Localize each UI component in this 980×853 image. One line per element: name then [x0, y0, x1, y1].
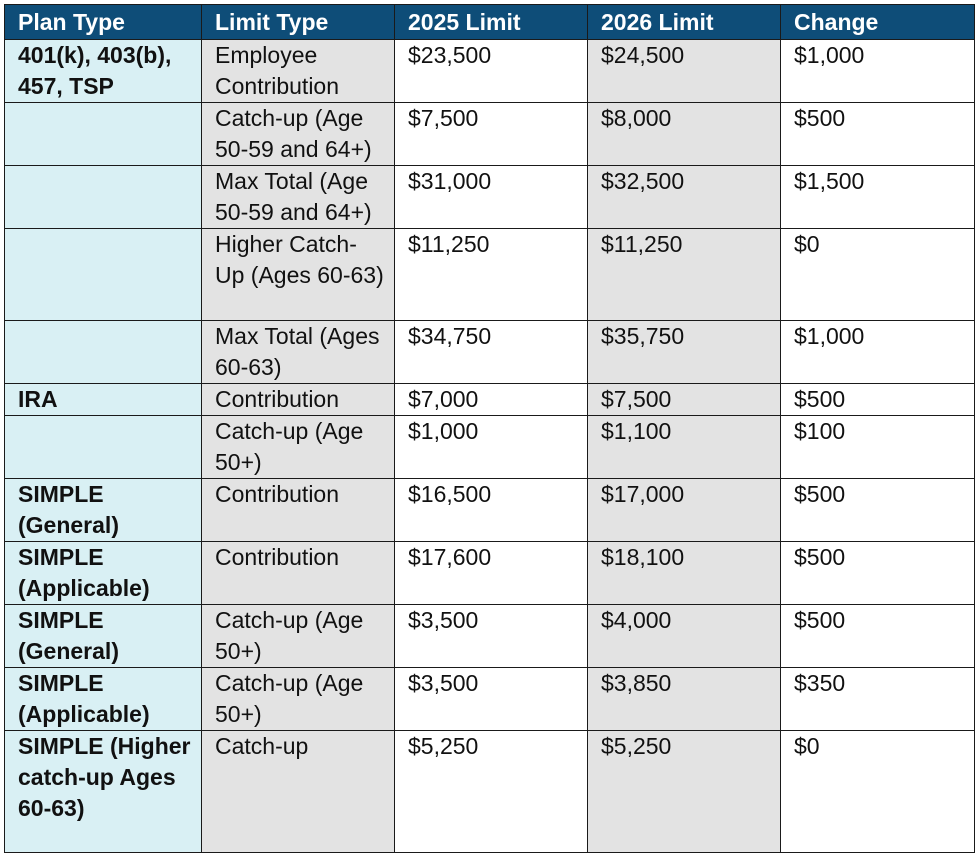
header-plan-type: Plan Type [4, 4, 202, 40]
change-cell: $500 [780, 541, 975, 605]
header-row: Plan Type Limit Type 2025 Limit 2026 Lim… [4, 4, 975, 40]
limit-2026-cell: $5,250 [587, 730, 781, 853]
limit-2026-cell: $11,250 [587, 228, 781, 321]
limit-2026-cell: $3,850 [587, 667, 781, 731]
plan-type-cell: SIMPLE (Higher catch-up Ages 60-63) [4, 730, 202, 853]
limit-type-cell: Catch-up [201, 730, 395, 853]
plan-type-cell: 401(k), 403(b), 457, TSP [4, 39, 202, 103]
limit-type-cell: Employee Contribution [201, 39, 395, 103]
limit-type-cell: Catch-up (Age 50+) [201, 604, 395, 668]
limit-2025-cell: $31,000 [394, 165, 588, 229]
change-cell: $500 [780, 478, 975, 542]
table-row: SIMPLE (Applicable) Contribution $17,600… [4, 541, 975, 605]
plan-type-cell: IRA [4, 383, 202, 416]
contribution-limits-table: Plan Type Limit Type 2025 Limit 2026 Lim… [4, 4, 975, 853]
plan-type-cell: SIMPLE (General) [4, 604, 202, 668]
table-row: SIMPLE (General) Catch-up (Age 50+) $3,5… [4, 604, 975, 668]
plan-type-cell: SIMPLE (Applicable) [4, 667, 202, 731]
change-cell: $0 [780, 228, 975, 321]
limit-type-cell: Max Total (Age 50-59 and 64+) [201, 165, 395, 229]
plan-type-cell [4, 102, 202, 166]
change-cell: $1,500 [780, 165, 975, 229]
limit-2025-cell: $3,500 [394, 667, 588, 731]
limit-2025-cell: $5,250 [394, 730, 588, 853]
limit-2026-cell: $32,500 [587, 165, 781, 229]
limit-2025-cell: $1,000 [394, 415, 588, 479]
plan-type-cell [4, 415, 202, 479]
plan-type-cell [4, 165, 202, 229]
limit-2026-cell: $1,100 [587, 415, 781, 479]
limit-2025-cell: $3,500 [394, 604, 588, 668]
limit-type-cell: Higher Catch-Up (Ages 60-63) [201, 228, 395, 321]
limit-type-cell: Max Total (Ages 60-63) [201, 320, 395, 384]
limit-2025-cell: $23,500 [394, 39, 588, 103]
plan-type-cell [4, 228, 202, 321]
limit-type-cell: Contribution [201, 541, 395, 605]
table-row: SIMPLE (Higher catch-up Ages 60-63) Catc… [4, 730, 975, 853]
header-limit-type: Limit Type [201, 4, 395, 40]
limit-2025-cell: $7,500 [394, 102, 588, 166]
change-cell: $500 [780, 383, 975, 416]
limit-2026-cell: $4,000 [587, 604, 781, 668]
limit-type-cell: Contribution [201, 383, 395, 416]
table-row: Catch-up (Age 50+) $1,000 $1,100 $100 [4, 415, 975, 479]
change-cell: $350 [780, 667, 975, 731]
change-cell: $1,000 [780, 320, 975, 384]
change-cell: $1,000 [780, 39, 975, 103]
limit-2026-cell: $35,750 [587, 320, 781, 384]
limit-2025-cell: $11,250 [394, 228, 588, 321]
header-2025-limit: 2025 Limit [394, 4, 588, 40]
table-row: 401(k), 403(b), 457, TSP Employee Contri… [4, 39, 975, 103]
table-row: IRA Contribution $7,000 $7,500 $500 [4, 383, 975, 416]
header-2026-limit: 2026 Limit [587, 4, 781, 40]
limit-2026-cell: $24,500 [587, 39, 781, 103]
table-row: Max Total (Ages 60-63) $34,750 $35,750 $… [4, 320, 975, 384]
change-cell: $500 [780, 604, 975, 668]
table-row: Max Total (Age 50-59 and 64+) $31,000 $3… [4, 165, 975, 229]
table-row: Higher Catch-Up (Ages 60-63) $11,250 $11… [4, 228, 975, 321]
change-cell: $500 [780, 102, 975, 166]
limit-2025-cell: $34,750 [394, 320, 588, 384]
plan-type-cell: SIMPLE (General) [4, 478, 202, 542]
plan-type-cell: SIMPLE (Applicable) [4, 541, 202, 605]
change-cell: $0 [780, 730, 975, 853]
table-row: SIMPLE (General) Contribution $16,500 $1… [4, 478, 975, 542]
header-change: Change [780, 4, 975, 40]
limit-type-cell: Catch-up (Age 50-59 and 64+) [201, 102, 395, 166]
limit-2025-cell: $16,500 [394, 478, 588, 542]
limit-2025-cell: $7,000 [394, 383, 588, 416]
table-row: Catch-up (Age 50-59 and 64+) $7,500 $8,0… [4, 102, 975, 166]
limit-2025-cell: $17,600 [394, 541, 588, 605]
change-cell: $100 [780, 415, 975, 479]
limit-2026-cell: $18,100 [587, 541, 781, 605]
limit-2026-cell: $7,500 [587, 383, 781, 416]
plan-type-cell [4, 320, 202, 384]
limit-2026-cell: $17,000 [587, 478, 781, 542]
limit-type-cell: Catch-up (Age 50+) [201, 667, 395, 731]
limit-type-cell: Contribution [201, 478, 395, 542]
limit-2026-cell: $8,000 [587, 102, 781, 166]
table-row: SIMPLE (Applicable) Catch-up (Age 50+) $… [4, 667, 975, 731]
limit-type-cell: Catch-up (Age 50+) [201, 415, 395, 479]
